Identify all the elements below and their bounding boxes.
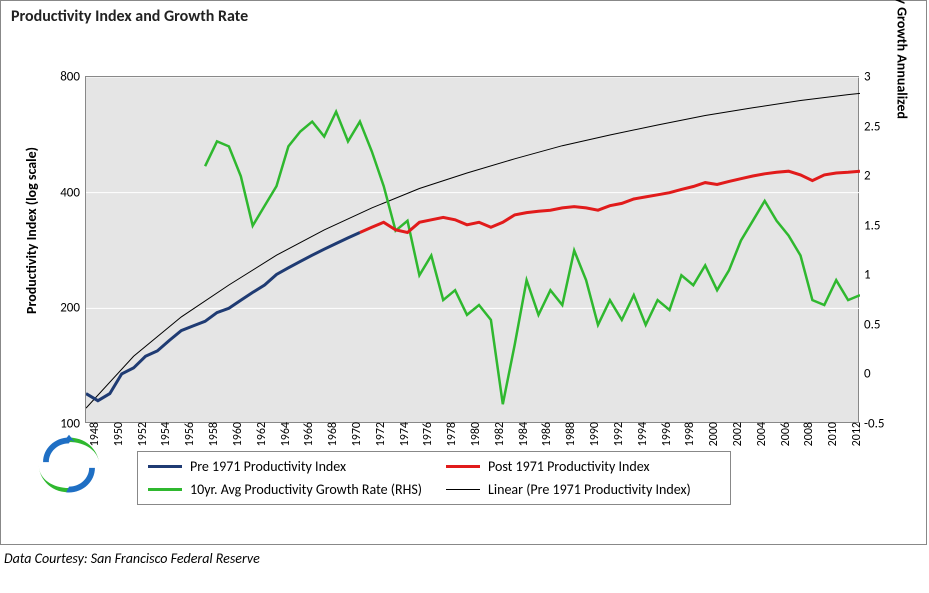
xtick: 2008: [800, 422, 816, 446]
chart-title: Productivity Index and Growth Rate: [1, 1, 926, 32]
series-growth: [205, 112, 860, 405]
legend-swatch: [446, 489, 480, 490]
series-post1971: [360, 171, 860, 232]
xtick: 1980: [467, 422, 483, 446]
xtick: 2000: [705, 422, 721, 446]
xtick: 1962: [253, 422, 269, 446]
ytick-left: 800: [60, 70, 86, 85]
xtick: 1978: [443, 422, 459, 446]
xtick: 1984: [515, 422, 531, 446]
xtick: 1952: [134, 422, 150, 446]
xtick: 1970: [348, 422, 364, 446]
legend: Pre 1971 Productivity Index Post 1971 Pro…: [137, 451, 731, 505]
xtick: 1996: [658, 422, 674, 446]
ytick-right: 0.5: [858, 317, 880, 332]
lines-svg: [86, 77, 860, 424]
y-axis-left-label: Productivity Index (log scale): [23, 146, 40, 313]
ytick-left: 400: [60, 185, 86, 200]
series-pre1971: [86, 233, 360, 401]
ytick-right: 2.5: [858, 119, 880, 134]
xtick: 1972: [372, 422, 388, 446]
chart-container: Productivity Index and Growth Rate 10020…: [0, 0, 927, 545]
legend-item-pre1971: Pre 1971 Productivity Index: [148, 458, 422, 475]
xtick: 1992: [610, 422, 626, 446]
xtick: 1982: [491, 422, 507, 446]
xtick: 1964: [277, 422, 293, 446]
plot-area: 100200400800-0.500.511.522.5319481950195…: [85, 76, 859, 423]
xtick: 1994: [634, 422, 650, 446]
xtick: 2012: [848, 422, 864, 446]
ytick-right: 3: [858, 70, 871, 85]
ytick-right: 1: [858, 268, 871, 283]
ytick-left: 200: [60, 301, 86, 316]
xtick: 1976: [419, 422, 435, 446]
ytick-right: 1.5: [858, 218, 880, 233]
legend-item-linear: Linear (Pre 1971 Productivity Index): [446, 481, 720, 498]
legend-swatch: [148, 465, 182, 468]
legend-swatch: [148, 488, 182, 491]
xtick: 1960: [229, 422, 245, 446]
data-credit: Data Courtesy: San Francisco Federal Res…: [4, 550, 260, 567]
xtick: 2010: [824, 422, 840, 446]
xtick: 1950: [110, 422, 126, 446]
legend-label: 10yr. Avg Productivity Growth Rate (RHS): [190, 481, 422, 498]
legend-swatch: [446, 465, 480, 468]
xtick: 2002: [729, 422, 745, 446]
legend-label: Linear (Pre 1971 Productivity Index): [488, 481, 691, 498]
xtick: 1968: [324, 422, 340, 446]
legend-item-post1971: Post 1971 Productivity Index: [446, 458, 720, 475]
xtick: 2004: [753, 422, 769, 446]
brand-logo-icon: [33, 429, 105, 501]
ytick-right: 0: [858, 367, 871, 382]
xtick: 1958: [205, 422, 221, 446]
xtick: 1986: [538, 422, 554, 446]
xtick: 1954: [157, 422, 173, 446]
xtick: 1998: [681, 422, 697, 446]
y-axis-right-label: Productivity Growth Annualized: [893, 0, 910, 119]
xtick: 1988: [562, 422, 578, 446]
xtick: 2006: [777, 422, 793, 446]
xtick: 1990: [586, 422, 602, 446]
legend-item-growth: 10yr. Avg Productivity Growth Rate (RHS): [148, 481, 422, 498]
xtick: 1966: [300, 422, 316, 446]
legend-label: Post 1971 Productivity Index: [488, 458, 650, 475]
xtick: 1956: [181, 422, 197, 446]
legend-label: Pre 1971 Productivity Index: [190, 458, 346, 475]
series-linear: [86, 93, 860, 408]
ytick-right: 2: [858, 169, 871, 184]
xtick: 1974: [396, 422, 412, 446]
